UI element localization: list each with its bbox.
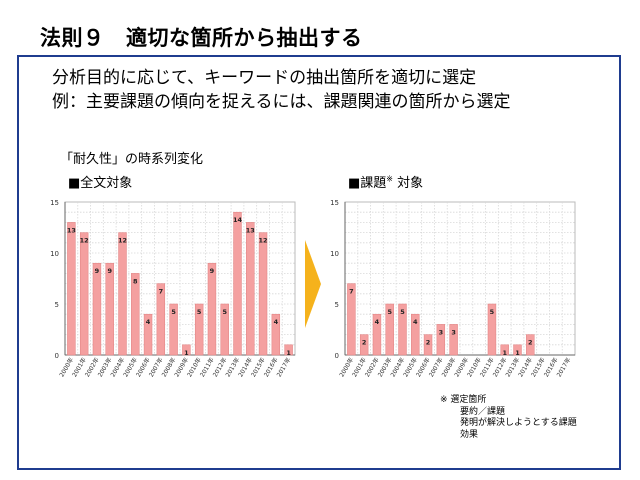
- bar: [156, 283, 166, 356]
- bar: [487, 303, 497, 356]
- bar-value-label: 9: [95, 267, 100, 275]
- y-tick-label: 10: [330, 250, 339, 258]
- bar: [347, 283, 356, 356]
- bar-value-label: 4: [274, 318, 279, 326]
- bar: [385, 303, 394, 356]
- page-title: 法則９ 適切な箇所から抽出する: [40, 26, 363, 50]
- left-bar-chart: 051015132000年122001年92002年92003年122004年8…: [50, 199, 296, 378]
- y-tick-label: 15: [50, 199, 59, 207]
- bar: [194, 303, 204, 356]
- bar: [67, 222, 76, 356]
- bar-value-label: 4: [146, 318, 151, 326]
- y-tick-label: 10: [50, 250, 59, 258]
- y-tick-label: 0: [55, 352, 59, 360]
- note-item: 発明が解決しようとする課題: [460, 418, 577, 428]
- bar-value-label: 2: [528, 339, 533, 347]
- bar: [246, 222, 255, 356]
- chart-subtitle: 「耐久性」の時系列変化: [60, 152, 204, 167]
- bar-value-label: 14: [233, 216, 243, 224]
- content-frame: [17, 55, 621, 470]
- bar: [359, 334, 369, 356]
- bar-value-label: 4: [375, 318, 380, 326]
- intro-line-2: 例：主要課題の傾向を捉えるには、課題関連の箇所から選定: [52, 92, 511, 112]
- bar: [233, 211, 242, 356]
- y-tick-label: 5: [335, 301, 339, 309]
- intro-line-1: 分析目的に応じて、キーワードの抽出箇所を適切に選定: [52, 68, 477, 88]
- bar: [411, 313, 420, 356]
- bar-value-label: 1: [515, 349, 520, 357]
- bar-value-label: 1: [184, 349, 189, 357]
- bar: [449, 324, 458, 356]
- bar-value-label: 5: [171, 308, 176, 316]
- bar-value-label: 13: [67, 226, 76, 234]
- left-chart-label: ■全文対象: [68, 176, 133, 191]
- bar-value-label: 9: [107, 267, 112, 275]
- bar: [526, 334, 535, 356]
- right-chart-label-main: ■課題: [348, 176, 387, 191]
- right-chart-label: ■課題※ 対象: [348, 172, 423, 191]
- bar: [500, 344, 509, 356]
- y-tick-label: 5: [55, 301, 59, 309]
- bar: [372, 313, 382, 356]
- selection-note: ※ 選定箇所 要約／課題 発明が解決しようとする課題 効果: [440, 395, 577, 441]
- bar-value-label: 1: [502, 349, 507, 357]
- bar-value-label: 9: [210, 267, 215, 275]
- bar: [131, 273, 140, 356]
- bar-value-label: 2: [426, 339, 431, 347]
- bar: [118, 232, 127, 356]
- note-header: ※ 選定箇所: [440, 395, 487, 405]
- bar: [143, 313, 153, 356]
- bar-value-label: 3: [451, 328, 456, 336]
- bar: [398, 303, 407, 356]
- bar-value-label: 5: [222, 308, 227, 316]
- bar-value-label: 12: [118, 237, 127, 245]
- plot-area: 051015132000年122001年92002年92003年122004年8…: [50, 199, 296, 378]
- plot-area: 05101572000年22001年42002年52003年52004年4200…: [330, 199, 576, 378]
- bar-value-label: 7: [349, 288, 354, 296]
- bar: [436, 324, 446, 356]
- bar-value-label: 12: [80, 237, 89, 245]
- right-arrow-icon: [305, 240, 321, 328]
- bar: [79, 232, 89, 356]
- right-bar-chart: 05101572000年22001年42002年52003年52004年4200…: [330, 199, 576, 378]
- bar: [423, 334, 433, 356]
- bar: [182, 344, 191, 356]
- bar-value-label: 5: [400, 308, 405, 316]
- bar: [284, 344, 293, 356]
- y-tick-label: 15: [330, 199, 339, 207]
- bar-value-label: 3: [439, 328, 444, 336]
- bar-value-label: 12: [259, 237, 268, 245]
- y-tick-label: 0: [335, 352, 339, 360]
- bar-value-label: 1: [286, 349, 291, 357]
- bar-value-label: 5: [490, 308, 495, 316]
- right-chart-label-tail: 対象: [393, 176, 424, 191]
- bar: [271, 313, 281, 356]
- note-item: 要約／課題: [460, 406, 506, 417]
- bar-value-label: 13: [246, 226, 255, 234]
- bar: [207, 262, 217, 356]
- bar: [169, 303, 178, 356]
- bar-value-label: 4: [413, 318, 418, 326]
- note-item: 効果: [460, 429, 479, 440]
- bar-value-label: 5: [197, 308, 202, 316]
- bar: [258, 232, 268, 356]
- bar: [220, 303, 229, 356]
- bar-value-label: 7: [159, 288, 164, 296]
- bar-value-label: 5: [387, 308, 392, 316]
- bar: [92, 262, 102, 356]
- bar-value-label: 8: [133, 277, 138, 285]
- bar: [105, 262, 114, 356]
- bar: [513, 344, 522, 356]
- right-chart-label-mark: ※: [386, 174, 393, 184]
- bar-value-label: 2: [362, 339, 367, 347]
